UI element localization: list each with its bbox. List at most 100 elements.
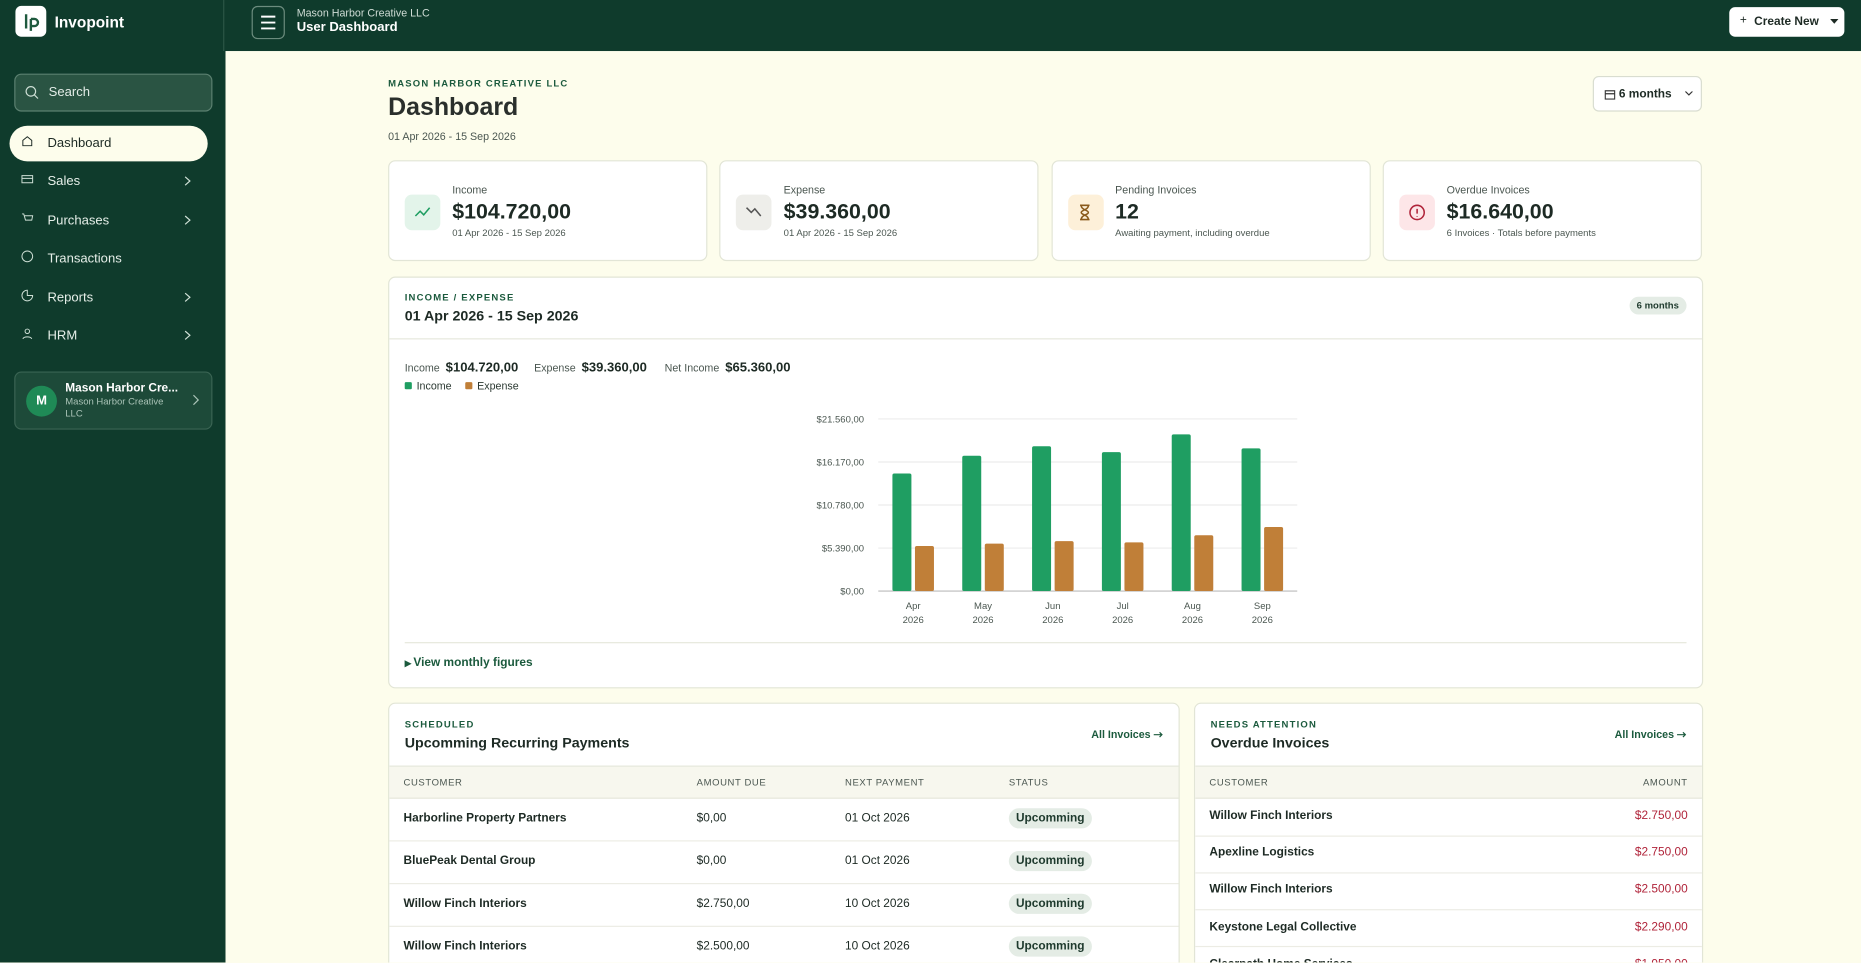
row-divider: [389, 840, 1179, 842]
chart-card-title: 01 Apr 2026 - 15 Sep 2026: [404, 307, 579, 325]
monthly-toggle-label: View monthly figures: [413, 656, 533, 670]
search-placeholder: Search: [48, 85, 91, 100]
create-new-button[interactable]: + Create New: [1729, 7, 1845, 37]
kpi-label: Expense: [783, 183, 826, 196]
cell: $2.750,00: [1634, 846, 1688, 860]
row-divider: [389, 883, 1179, 885]
chevron: [184, 292, 191, 302]
icon: [414, 207, 431, 217]
search[interactable]: Search: [14, 73, 213, 112]
customer: Willow Finch Interiors: [1209, 809, 1333, 823]
menu-button[interactable]: [251, 5, 285, 40]
kpi-label: Overdue Invoices: [1446, 183, 1530, 196]
header-company: Mason Harbor Creative LLC: [296, 7, 430, 19]
nav-label: Dashboard: [47, 136, 112, 151]
column-header: CUSTOMER: [1209, 777, 1269, 789]
bar: [1032, 446, 1052, 592]
status-pill: Upcomming: [1008, 850, 1092, 872]
card-title: Overdue Invoices: [1210, 734, 1330, 752]
summary-label: Net Income: [664, 361, 720, 374]
nav-item[interactable]: Purchases: [9, 203, 207, 239]
icon: [1409, 204, 1425, 221]
link-label: All Invoices: [1091, 728, 1151, 741]
kpi-icon: [1067, 194, 1104, 231]
period-badge: 6 months: [1629, 296, 1687, 315]
y-tick-label: $16.170,00: [817, 458, 864, 469]
nav-label: Sales: [47, 174, 81, 189]
customer: Harborline Property Partners: [403, 811, 567, 825]
bar: [892, 473, 912, 592]
logo: [15, 5, 47, 37]
nav-icon: [21, 250, 34, 263]
summary-item: Expense $39.360,00: [534, 356, 647, 377]
avatar: M: [26, 385, 57, 417]
y-tick-label: $0,00: [840, 587, 864, 598]
y-tick-label: $21.560,00: [817, 415, 864, 426]
column-header: AMOUNT DUE: [696, 777, 767, 789]
nav-item[interactable]: Sales: [9, 164, 207, 200]
kpi-label: Pending Invoices: [1115, 183, 1197, 196]
kpi-card: Overdue Invoices $16.640,00 6 Invoices · T…: [1382, 160, 1702, 262]
icon-path: [21, 289, 34, 302]
all-invoices-link[interactable]: All Invoices: [1615, 729, 1687, 741]
table-header: [389, 765, 1179, 799]
kpi-icon: [404, 194, 441, 231]
customer: Willow Finch Interiors: [403, 939, 527, 954]
legend-swatch: [404, 382, 412, 390]
row-divider: [1195, 909, 1702, 911]
x-tick-label: Jun 2026: [1042, 600, 1064, 626]
summary-label: Income: [404, 361, 440, 374]
legend-item: Income: [404, 379, 452, 392]
bar-chart: $0,00 $5.390,00 $10.780,00 $16.170,00 $21.56…: [817, 415, 1298, 598]
nav-icon: [22, 328, 33, 340]
kpi-value: $104.720,00: [452, 199, 572, 224]
column-header: STATUS: [1008, 777, 1049, 789]
cell: $2.500,00: [696, 939, 750, 954]
kpi-value: $16.640,00: [1446, 199, 1554, 224]
all-invoices-link[interactable]: All Invoices: [1091, 729, 1163, 741]
x-tick-label: Apr 2026: [902, 600, 924, 626]
nav-item[interactable]: HRM: [9, 318, 207, 354]
nav-icon: [21, 213, 34, 221]
x-tick-label: Jul 2026: [1112, 600, 1134, 626]
period-label: 6 months: [1618, 87, 1672, 101]
cell: 01 Oct 2026: [845, 854, 910, 868]
icon: [746, 207, 762, 217]
row-divider: [389, 925, 1179, 927]
nav-icon: [21, 175, 34, 184]
cell: $2.500,00: [1634, 883, 1688, 897]
status-pill: Upcomming: [1008, 808, 1092, 829]
table-header: [1195, 765, 1702, 799]
icon-path: [21, 250, 34, 263]
legend-item: Expense: [465, 380, 519, 392]
customer: Clearpath Home Services: [1209, 958, 1352, 963]
user-org: Mason Harbor Creative LLC: [65, 396, 164, 419]
kpi-card: Income $104.720,00 01 Apr 2026 - 15 Sep 20…: [388, 160, 708, 262]
user-card[interactable]: M Mason Harbor Cre... Mason Harbor Creat…: [14, 371, 213, 430]
topbar: Mason Harbor Creative LLC User Dashboard…: [223, 0, 1861, 52]
card-eyebrow: SCHEDULED: [404, 719, 475, 730]
bar: [1194, 535, 1214, 592]
legend-label: Income: [416, 379, 452, 392]
period-select[interactable]: 6 months: [1592, 75, 1702, 112]
customer: Keystone Legal Collective: [1209, 920, 1357, 934]
x-tick-label: May 2026: [972, 600, 994, 626]
nav-icon: [22, 136, 33, 147]
monthly-toggle[interactable]: ▶ View monthly figures: [404, 656, 533, 670]
cell: 01 Oct 2026: [845, 811, 910, 825]
header-title: User Dashboard: [296, 20, 398, 35]
nav-item[interactable]: Reports: [9, 280, 207, 316]
chart-eyebrow: INCOME / EXPENSE: [404, 291, 515, 303]
chevron: [184, 215, 191, 225]
brand: Invopoint: [54, 13, 125, 31]
kpi-value: $39.360,00: [783, 199, 891, 224]
cell: $0,00: [696, 854, 727, 868]
create-new-label: Create New: [1754, 15, 1819, 29]
nav-item[interactable]: Transactions: [9, 241, 207, 277]
row-divider: [1195, 946, 1702, 948]
nav-item[interactable]: Dashboard: [9, 125, 208, 162]
cell: $2.750,00: [696, 897, 750, 911]
bar: [1241, 448, 1261, 592]
